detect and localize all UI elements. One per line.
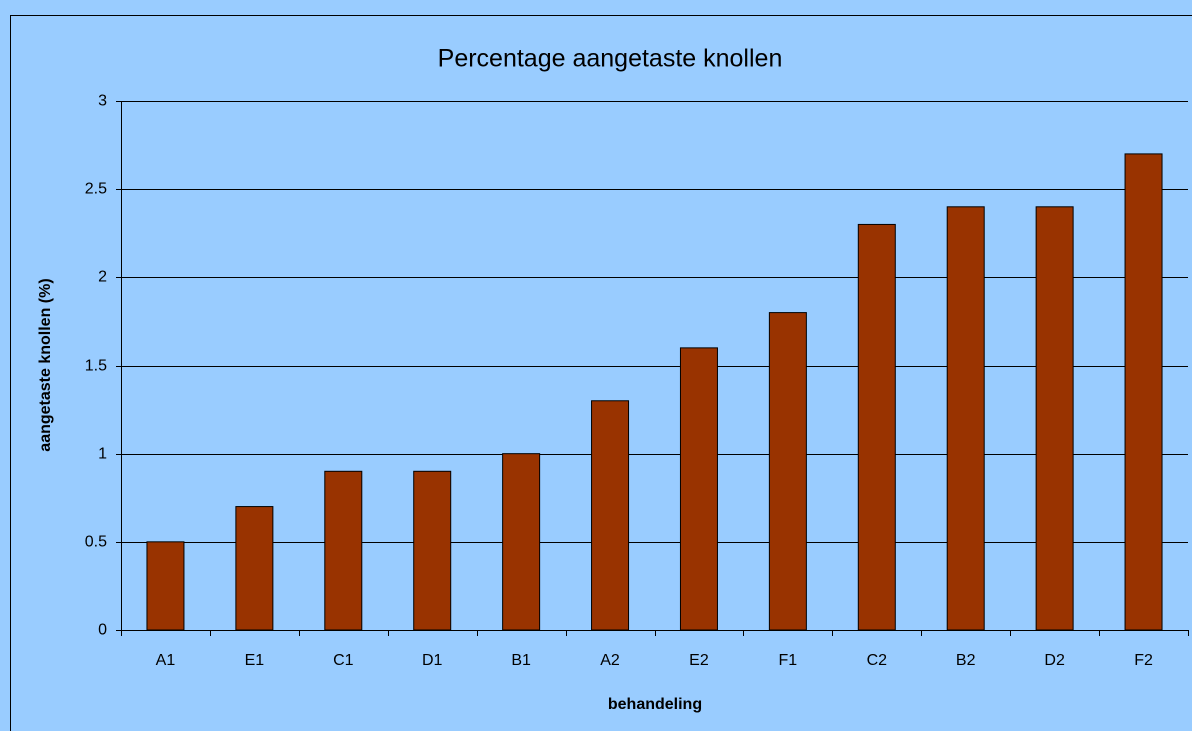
x-tick-label: F1 [779,652,798,669]
y-axis-label: aangetaste knollen (%) [37,278,54,451]
x-tick-label: A1 [156,652,176,669]
x-tick-label: C1 [333,652,354,669]
bar [946,206,985,631]
x-tick-label: D2 [1044,652,1065,669]
x-tick-label: C2 [867,652,888,669]
y-tick-label: 1 [98,446,107,463]
y-tick-label: 0 [98,622,107,639]
x-tick-label: D1 [422,652,443,669]
x-tick-label: B1 [511,652,531,669]
y-tick-label: 2 [98,269,107,286]
bar [1035,206,1074,631]
chart-border [10,15,1192,731]
x-tick-label: B2 [956,652,976,669]
bar [413,470,452,631]
x-tick-label: E2 [689,652,709,669]
y-tick-label: 1.5 [85,358,107,375]
bar [146,541,185,631]
bar [502,453,541,631]
bar [235,506,274,631]
x-tick-label: F2 [1134,652,1153,669]
y-tick-label: 2.5 [85,181,107,198]
y-tick-label: 0.5 [85,534,107,551]
bar [679,347,718,631]
bar [857,223,896,631]
x-tick-label: A2 [600,652,620,669]
bar [324,470,363,631]
x-tick-label: E1 [245,652,265,669]
y-tick-label: 3 [98,93,107,110]
bar [1124,153,1163,631]
bar [768,312,807,631]
chart-title: Percentage aangetaste knollen [438,45,783,73]
bar [591,400,630,631]
x-axis-label: behandeling [608,696,702,713]
